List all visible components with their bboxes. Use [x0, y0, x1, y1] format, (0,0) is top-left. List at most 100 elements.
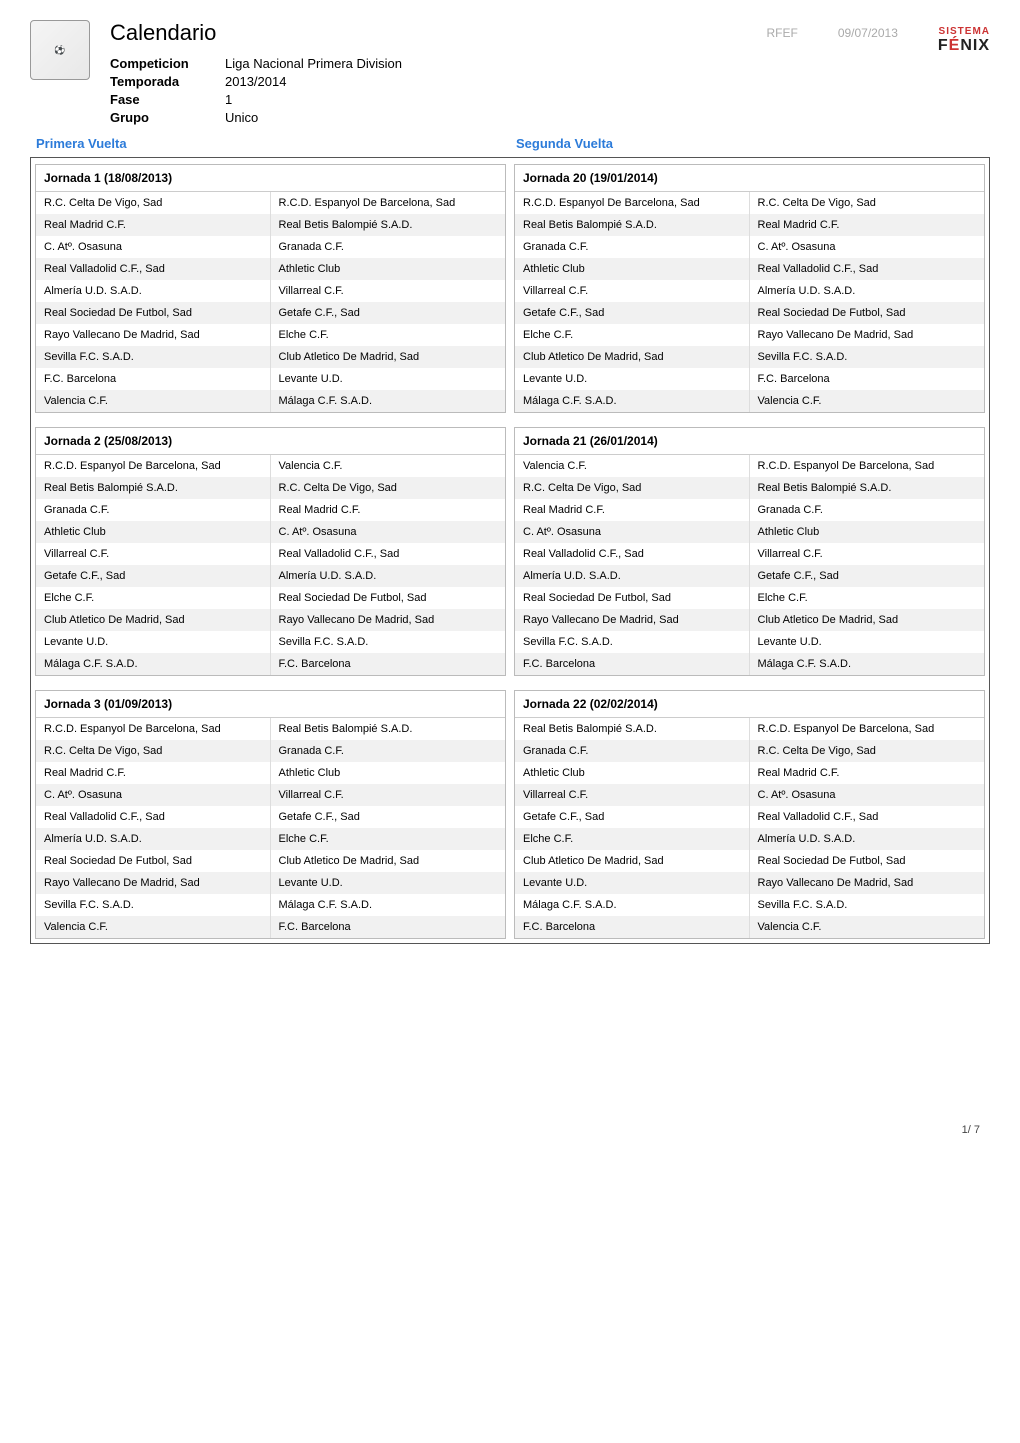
match-body: R.C.D. Espanyol De Barcelona, SadValenci…: [36, 455, 505, 675]
match-row: Real Sociedad De Futbol, SadGetafe C.F.,…: [36, 302, 505, 324]
match-row: R.C. Celta De Vigo, SadGranada C.F.: [36, 740, 505, 762]
meta-label: Fase: [110, 92, 225, 107]
home-team: Valencia C.F.: [515, 455, 750, 477]
home-team: Real Madrid C.F.: [36, 762, 271, 784]
home-team: Real Valladolid C.F., Sad: [36, 258, 271, 280]
match-row: Athletic ClubC. Atº. Osasuna: [36, 521, 505, 543]
match-row: Granada C.F.C. Atº. Osasuna: [515, 236, 984, 258]
match-row: Sevilla F.C. S.A.D.Club Atletico De Madr…: [36, 346, 505, 368]
brand-line1: SISTEMA: [938, 26, 990, 37]
away-team: F.C. Barcelona: [750, 368, 985, 390]
home-team: Club Atletico De Madrid, Sad: [515, 850, 750, 872]
home-team: R.C.D. Espanyol De Barcelona, Sad: [36, 455, 271, 477]
jornada-title: Jornada 3 (01/09/2013): [36, 691, 505, 718]
away-team: Athletic Club: [750, 521, 985, 543]
home-team: Real Sociedad De Futbol, Sad: [36, 302, 271, 324]
meta-value: Liga Nacional Primera Division: [225, 56, 402, 71]
match-row: Villarreal C.F.C. Atº. Osasuna: [515, 784, 984, 806]
home-team: Getafe C.F., Sad: [36, 565, 271, 587]
home-team: F.C. Barcelona: [515, 916, 750, 938]
home-team: Rayo Vallecano De Madrid, Sad: [515, 609, 750, 631]
page-footer: 1/ 7: [30, 1124, 990, 1136]
match-body: R.C. Celta De Vigo, SadR.C.D. Espanyol D…: [36, 192, 505, 412]
match-row: Club Atletico De Madrid, SadSevilla F.C.…: [515, 346, 984, 368]
home-team: Villarreal C.F.: [515, 784, 750, 806]
match-row: Getafe C.F., SadReal Valladolid C.F., Sa…: [515, 806, 984, 828]
match-row: F.C. BarcelonaMálaga C.F. S.A.D.: [515, 653, 984, 675]
jornada-pair: Jornada 1 (18/08/2013)R.C. Celta De Vigo…: [35, 164, 985, 413]
match-row: Sevilla F.C. S.A.D.Levante U.D.: [515, 631, 984, 653]
away-team: C. Atº. Osasuna: [271, 521, 506, 543]
home-team: Almería U.D. S.A.D.: [36, 828, 271, 850]
home-team: C. Atº. Osasuna: [36, 784, 271, 806]
home-team: Real Madrid C.F.: [515, 499, 750, 521]
away-team: Real Valladolid C.F., Sad: [271, 543, 506, 565]
home-team: Málaga C.F. S.A.D.: [515, 390, 750, 412]
match-row: Real Sociedad De Futbol, SadElche C.F.: [515, 587, 984, 609]
home-team: Getafe C.F., Sad: [515, 806, 750, 828]
home-team: Elche C.F.: [36, 587, 271, 609]
match-row: Athletic ClubReal Valladolid C.F., Sad: [515, 258, 984, 280]
match-row: Villarreal C.F.Real Valladolid C.F., Sad: [36, 543, 505, 565]
match-row: Almería U.D. S.A.D.Getafe C.F., Sad: [515, 565, 984, 587]
match-row: R.C.D. Espanyol De Barcelona, SadR.C. Ce…: [515, 192, 984, 214]
home-team: Granada C.F.: [515, 236, 750, 258]
match-row: C. Atº. OsasunaAthletic Club: [515, 521, 984, 543]
away-team: Levante U.D.: [271, 872, 506, 894]
home-team: Real Betis Balompié S.A.D.: [515, 214, 750, 236]
home-team: C. Atº. Osasuna: [515, 521, 750, 543]
match-row: Elche C.F.Almería U.D. S.A.D.: [515, 828, 984, 850]
away-team: Athletic Club: [271, 762, 506, 784]
match-row: Granada C.F.R.C. Celta De Vigo, Sad: [515, 740, 984, 762]
away-team: Almería U.D. S.A.D.: [750, 280, 985, 302]
match-row: Club Atletico De Madrid, SadReal Socieda…: [515, 850, 984, 872]
match-row: Levante U.D.F.C. Barcelona: [515, 368, 984, 390]
match-body: Valencia C.F.R.C.D. Espanyol De Barcelon…: [515, 455, 984, 675]
match-row: C. Atº. OsasunaGranada C.F.: [36, 236, 505, 258]
primera-vuelta-heading: Primera Vuelta: [30, 136, 510, 151]
match-row: Real Betis Balompié S.A.D.R.C.D. Espanyo…: [515, 718, 984, 740]
header-right: RFEF 09/07/2013 SISTEMA FÉNIX: [766, 20, 990, 55]
meta-temporada: Temporada 2013/2014: [110, 74, 746, 89]
meta-label: Grupo: [110, 110, 225, 125]
jornada-primera: Jornada 1 (18/08/2013)R.C. Celta De Vigo…: [35, 164, 506, 413]
away-team: Granada C.F.: [271, 740, 506, 762]
home-team: Valencia C.F.: [36, 916, 271, 938]
home-team: Real Sociedad De Futbol, Sad: [515, 587, 750, 609]
meta-value: 1: [225, 92, 232, 107]
away-team: Sevilla F.C. S.A.D.: [750, 894, 985, 916]
away-team: Málaga C.F. S.A.D.: [271, 390, 506, 412]
away-team: Real Sociedad De Futbol, Sad: [750, 850, 985, 872]
home-team: Elche C.F.: [515, 828, 750, 850]
away-team: Sevilla F.C. S.A.D.: [271, 631, 506, 653]
away-team: Almería U.D. S.A.D.: [271, 565, 506, 587]
jornada-primera: Jornada 2 (25/08/2013)R.C.D. Espanyol De…: [35, 427, 506, 676]
jornada-title: Jornada 2 (25/08/2013): [36, 428, 505, 455]
home-team: Granada C.F.: [36, 499, 271, 521]
away-team: Villarreal C.F.: [750, 543, 985, 565]
jornada-segunda: Jornada 20 (19/01/2014)R.C.D. Espanyol D…: [514, 164, 985, 413]
away-team: Getafe C.F., Sad: [271, 302, 506, 324]
match-row: Real Betis Balompié S.A.D.R.C. Celta De …: [36, 477, 505, 499]
away-team: Club Atletico De Madrid, Sad: [750, 609, 985, 631]
match-row: Rayo Vallecano De Madrid, SadElche C.F.: [36, 324, 505, 346]
brand-logo: SISTEMA FÉNIX: [938, 26, 990, 55]
federation-abbrev: RFEF: [766, 26, 797, 40]
home-team: Granada C.F.: [515, 740, 750, 762]
match-body: R.C.D. Espanyol De Barcelona, SadR.C. Ce…: [515, 192, 984, 412]
match-row: Athletic ClubReal Madrid C.F.: [515, 762, 984, 784]
away-team: Granada C.F.: [271, 236, 506, 258]
home-team: Levante U.D.: [36, 631, 271, 653]
match-row: Real Valladolid C.F., SadVillarreal C.F.: [515, 543, 984, 565]
away-team: C. Atº. Osasuna: [750, 236, 985, 258]
away-team: Villarreal C.F.: [271, 280, 506, 302]
home-team: Club Atletico De Madrid, Sad: [36, 609, 271, 631]
away-team: Elche C.F.: [271, 324, 506, 346]
away-team: Real Valladolid C.F., Sad: [750, 806, 985, 828]
home-team: Real Betis Balompié S.A.D.: [36, 477, 271, 499]
away-team: Levante U.D.: [750, 631, 985, 653]
match-row: Elche C.F.Real Sociedad De Futbol, Sad: [36, 587, 505, 609]
away-team: Granada C.F.: [750, 499, 985, 521]
away-team: Club Atletico De Madrid, Sad: [271, 850, 506, 872]
away-team: Elche C.F.: [750, 587, 985, 609]
